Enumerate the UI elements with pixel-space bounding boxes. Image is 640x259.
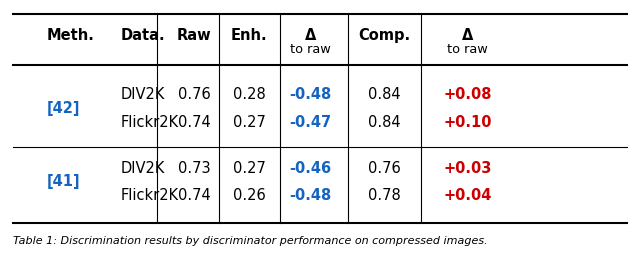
Text: Data.: Data.: [120, 27, 165, 42]
Text: DIV2K: DIV2K: [120, 161, 164, 176]
Text: 0.78: 0.78: [368, 188, 401, 203]
Text: Flickr2K: Flickr2K: [120, 188, 179, 203]
Text: 0.73: 0.73: [178, 161, 211, 176]
Text: +0.04: +0.04: [444, 188, 492, 203]
Text: 0.84: 0.84: [368, 87, 401, 102]
Text: -0.47: -0.47: [290, 114, 332, 130]
Text: +0.08: +0.08: [444, 87, 492, 102]
Text: 0.27: 0.27: [233, 161, 266, 176]
Text: -0.48: -0.48: [290, 87, 332, 102]
Text: 0.76: 0.76: [368, 161, 401, 176]
Text: Meth.: Meth.: [47, 27, 95, 42]
Text: Comp.: Comp.: [358, 27, 411, 42]
Text: -0.46: -0.46: [290, 161, 332, 176]
Text: 0.28: 0.28: [233, 87, 266, 102]
Text: [41]: [41]: [47, 174, 80, 189]
Text: 0.74: 0.74: [178, 114, 211, 130]
Text: Raw: Raw: [177, 27, 211, 42]
Text: DIV2K: DIV2K: [120, 87, 164, 102]
Text: Flickr2K: Flickr2K: [120, 114, 179, 130]
Text: 0.26: 0.26: [233, 188, 266, 203]
Text: 0.84: 0.84: [368, 114, 401, 130]
Text: to raw: to raw: [291, 44, 331, 56]
Text: +0.10: +0.10: [444, 114, 492, 130]
Text: +0.03: +0.03: [444, 161, 492, 176]
Text: -0.48: -0.48: [290, 188, 332, 203]
Text: [42]: [42]: [47, 101, 80, 116]
Text: Enh.: Enh.: [231, 27, 268, 42]
Text: Δ: Δ: [462, 27, 473, 42]
Text: to raw: to raw: [447, 44, 488, 56]
Text: Δ: Δ: [305, 27, 316, 42]
Text: 0.74: 0.74: [178, 188, 211, 203]
Text: 0.76: 0.76: [178, 87, 211, 102]
Text: 0.27: 0.27: [233, 114, 266, 130]
Text: Table 1: Discrimination results by discriminator performance on compressed image: Table 1: Discrimination results by discr…: [13, 236, 488, 246]
